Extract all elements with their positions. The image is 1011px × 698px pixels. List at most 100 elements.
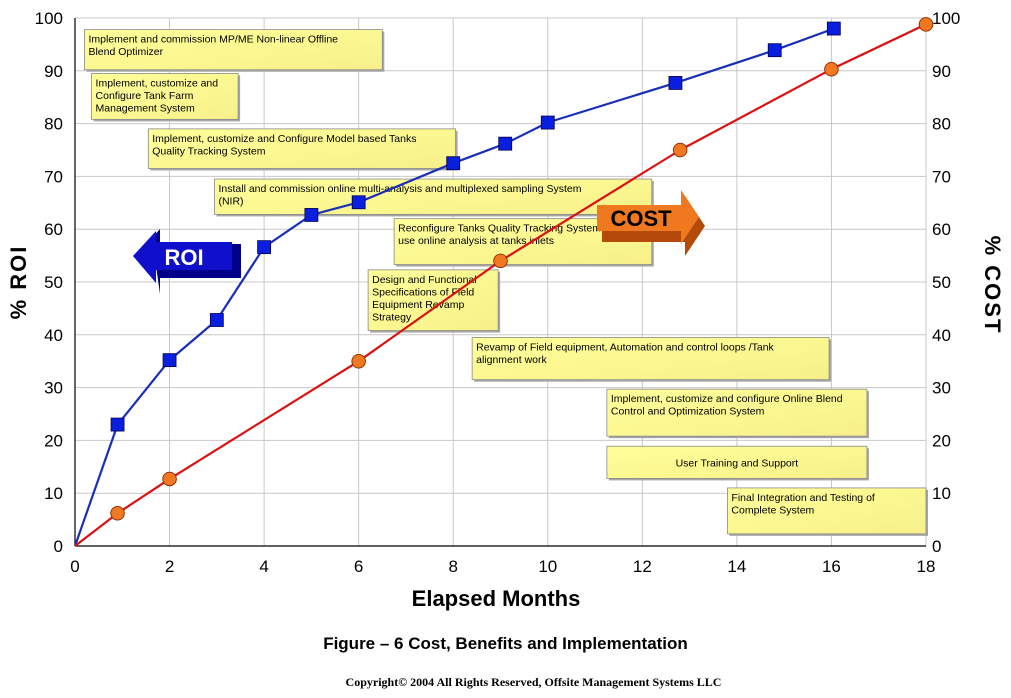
roi-data-point (162, 353, 177, 368)
roi-data-point (351, 195, 366, 210)
y-left-tick-label: 30 (44, 379, 63, 398)
y-left-tick-label: 60 (44, 220, 63, 239)
annotation-text-line: Final Integration and Testing of (731, 492, 874, 504)
annotation-box (727, 487, 927, 535)
roi-data-point (209, 313, 224, 327)
cost-data-point (672, 142, 688, 158)
y-right-tick-label: 30 (932, 379, 951, 398)
annotation-text-line: Revamp of Field equipment, Automation an… (476, 341, 774, 353)
annotation-text-line: Specifications of Field (372, 286, 474, 298)
y-right-tick-label: 100 (932, 9, 960, 28)
annotation-text-line: Blend Optimizer (88, 46, 163, 58)
cost-data-point (162, 471, 177, 487)
x-tick-label: 12 (633, 557, 652, 576)
y-right-tick-label: 10 (932, 484, 951, 503)
annotation-text-line: alignment work (476, 354, 547, 366)
annotation-text-line: Equipment Revamp (372, 299, 464, 311)
annotation-text-line: Reconfigure Tanks Quality Tracking Syste… (398, 223, 601, 235)
annotation-box (84, 29, 383, 71)
y-left-tick-label: 40 (44, 326, 63, 345)
roi-data-point (826, 21, 841, 36)
copyright-notice: Copyright© 2004 All Rights Reserved, Off… (345, 675, 722, 689)
y-right-tick-label: 80 (932, 115, 951, 134)
y-right-tick-label: 90 (932, 62, 951, 81)
figure-caption: Figure – 6 Cost, Benefits and Implementa… (323, 634, 688, 653)
roi-data-point (668, 76, 683, 90)
annotation-text-line: Implement, customize and Configure Model… (152, 133, 416, 145)
annotation-text-line: Install and commission online multi-anal… (218, 183, 581, 195)
task-annotations: Implement and commission MP/ME Non-linea… (84, 29, 928, 536)
x-tick-label: 8 (448, 557, 457, 576)
x-tick-label: 0 (70, 557, 79, 576)
cost-series-line (74, 23, 927, 547)
roi-arrow-label: ROI (133, 229, 241, 294)
annotation-box (91, 73, 239, 120)
annotation-text-line: Control and Optimization System (611, 406, 765, 418)
series-arrow-labels: ROI COST (133, 190, 705, 294)
roi-cost-chart: Implement and commission MP/ME Non-linea… (6, 9, 1005, 611)
roi-data-point (767, 43, 782, 58)
x-tick-label: 6 (354, 557, 363, 576)
task-annotation: Install and commission online multi-anal… (214, 178, 654, 217)
chart-series (73, 17, 934, 547)
y-right-tick-label: 50 (932, 273, 951, 292)
y-left-tick-label: 80 (44, 115, 63, 134)
y-right-tick-label: 40 (932, 326, 951, 345)
task-annotation: User Training and Support (606, 445, 869, 481)
x-tick-label: 2 (165, 557, 174, 576)
annotation-box (606, 445, 868, 479)
annotation-text-line: Implement, customize and (96, 77, 219, 89)
x-tick-label: 4 (259, 557, 268, 576)
annotation-text-line: Implement and commission MP/ME Non-linea… (88, 34, 338, 46)
y-right-tick-label: 20 (932, 431, 951, 450)
annotation-box (471, 337, 830, 381)
x-axis-title: Elapsed Months (412, 586, 581, 611)
cost-arrow-label: COST (597, 190, 705, 256)
annotation-box (367, 269, 499, 331)
annotation-text-line: Design and Functional (372, 274, 476, 286)
roi-data-point (304, 208, 319, 222)
annotation-text-line: User Training and Support (676, 457, 799, 469)
roi-arrow-shape (133, 231, 232, 283)
annotation-box (606, 388, 868, 437)
annotation-text-line: Management System (96, 102, 195, 114)
y-left-tick-label: 70 (44, 167, 63, 186)
roi-data-point (257, 240, 272, 255)
annotation-box (214, 178, 653, 215)
cost-data-point (110, 506, 125, 521)
y-right-tick-label: 60 (932, 220, 951, 239)
roi-data-point (446, 156, 461, 171)
task-annotation: Final Integration and Testing ofComplete… (727, 487, 928, 536)
cost-arrow-shape (597, 190, 699, 244)
task-annotation: Implement and commission MP/ME Non-linea… (84, 29, 385, 72)
roi-data-point (498, 136, 513, 151)
cost-data-point (824, 61, 839, 77)
roi-data-point (540, 115, 555, 130)
annotation-text-line: Complete System (731, 504, 814, 516)
cost-arrow-text: COST (610, 206, 672, 231)
annotation-text-line: Quality Tracking System (152, 145, 265, 157)
y-left-tick-label: 90 (44, 62, 63, 81)
x-tick-label: 10 (538, 557, 557, 576)
annotation-box (147, 128, 456, 169)
y-right-tick-label: 0 (932, 537, 941, 556)
y-left-tick-label: 50 (44, 273, 63, 292)
y-axis-right-title: % COST (980, 236, 1005, 335)
cost-data-point (351, 353, 366, 369)
y-left-tick-label: 20 (44, 431, 63, 450)
annotation-text-line: use online analysis at tanks inlets (398, 235, 554, 247)
x-tick-label: 14 (727, 557, 746, 576)
x-tick-label: 18 (917, 557, 936, 576)
y-left-tick-label: 0 (54, 537, 63, 556)
cost-data-point (493, 253, 508, 269)
task-annotation: Revamp of Field equipment, Automation an… (471, 337, 832, 382)
task-annotation: Implement, customize and Configure Model… (147, 128, 458, 171)
y-left-tick-label: 10 (44, 484, 63, 503)
roi-arrow-text: ROI (164, 245, 203, 270)
task-annotation: Implement, customize and configure Onlin… (606, 388, 869, 439)
y-right-tick-label: 70 (932, 167, 951, 186)
cost-data-point (918, 17, 934, 32)
